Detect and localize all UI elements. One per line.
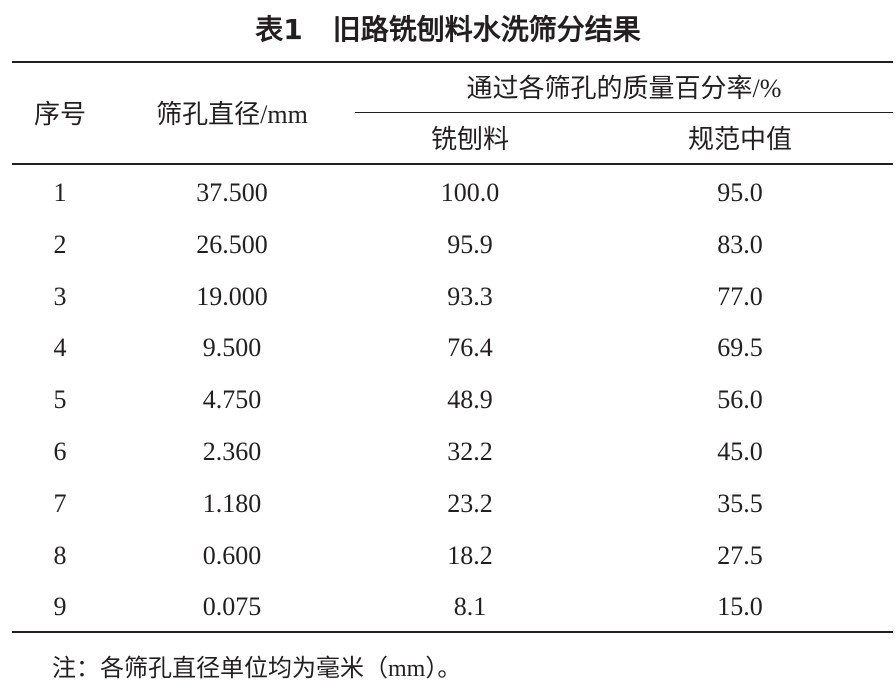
table-cell: 56.0 <box>717 385 763 415</box>
table-note: 注：各筛孔直径单位均为毫米（mm）。 <box>52 656 462 682</box>
table-cell: 45.0 <box>717 437 763 466</box>
bottom-rule <box>12 631 893 633</box>
table-cell: 27.5 <box>717 540 763 570</box>
header-cell: 铣刨料 <box>430 125 510 154</box>
table-cell: 2 <box>53 229 67 259</box>
header-cell: 规范中值 <box>687 125 793 154</box>
table-cell: 0.075 <box>202 592 262 622</box>
table-cell: 0.600 <box>202 540 262 570</box>
table-cell: 95.9 <box>447 229 493 259</box>
title-text: 旧路铣刨料水洗筛分结果 <box>332 13 641 46</box>
table-cell: 7 <box>53 488 67 518</box>
table-cell: 15.0 <box>717 592 763 622</box>
table-cell: 76.4 <box>447 333 493 363</box>
header-cell: 序号 <box>33 100 87 129</box>
table-cell: 18.2 <box>447 540 493 570</box>
table-cell: 48.9 <box>447 385 493 415</box>
table-cell: 100.0 <box>440 178 500 207</box>
table-cell: 1 <box>53 178 67 207</box>
header-cell: 筛孔直径/mm <box>156 100 308 129</box>
table-cell: 95.0 <box>717 178 763 207</box>
table-cell: 23.2 <box>447 488 493 518</box>
table-cell: 9 <box>53 592 67 622</box>
table-title: 表1 旧路铣刨料水洗筛分结果 <box>0 8 896 48</box>
table-cell: 83.0 <box>717 229 763 259</box>
table-cell: 8 <box>53 540 67 570</box>
table-cell: 4.750 <box>202 385 262 415</box>
top-rule <box>12 61 893 63</box>
header-cell: 通过各筛孔的质量百分率/% <box>466 74 782 103</box>
table-cell: 19.000 <box>196 281 268 311</box>
table-cell: 3 <box>53 281 67 311</box>
header-rule <box>12 163 893 165</box>
table-cell: 32.2 <box>447 437 493 466</box>
table-cell: 26.500 <box>196 229 268 259</box>
table-label: 表1 <box>255 13 303 46</box>
table-cell: 6 <box>53 437 67 466</box>
table-cell: 5 <box>53 385 67 415</box>
group-rule <box>355 112 893 113</box>
table-cell: 69.5 <box>717 333 763 363</box>
table-cell: 1.180 <box>202 488 262 518</box>
table-cell: 4 <box>53 333 67 363</box>
table-cell: 9.500 <box>202 333 262 363</box>
table-cell: 77.0 <box>717 281 763 311</box>
table-cell: 93.3 <box>447 281 493 311</box>
table-cell: 35.5 <box>717 488 763 518</box>
table-cell: 2.360 <box>202 437 262 466</box>
table-cell: 8.1 <box>453 592 487 622</box>
table-cell: 37.500 <box>196 178 268 207</box>
